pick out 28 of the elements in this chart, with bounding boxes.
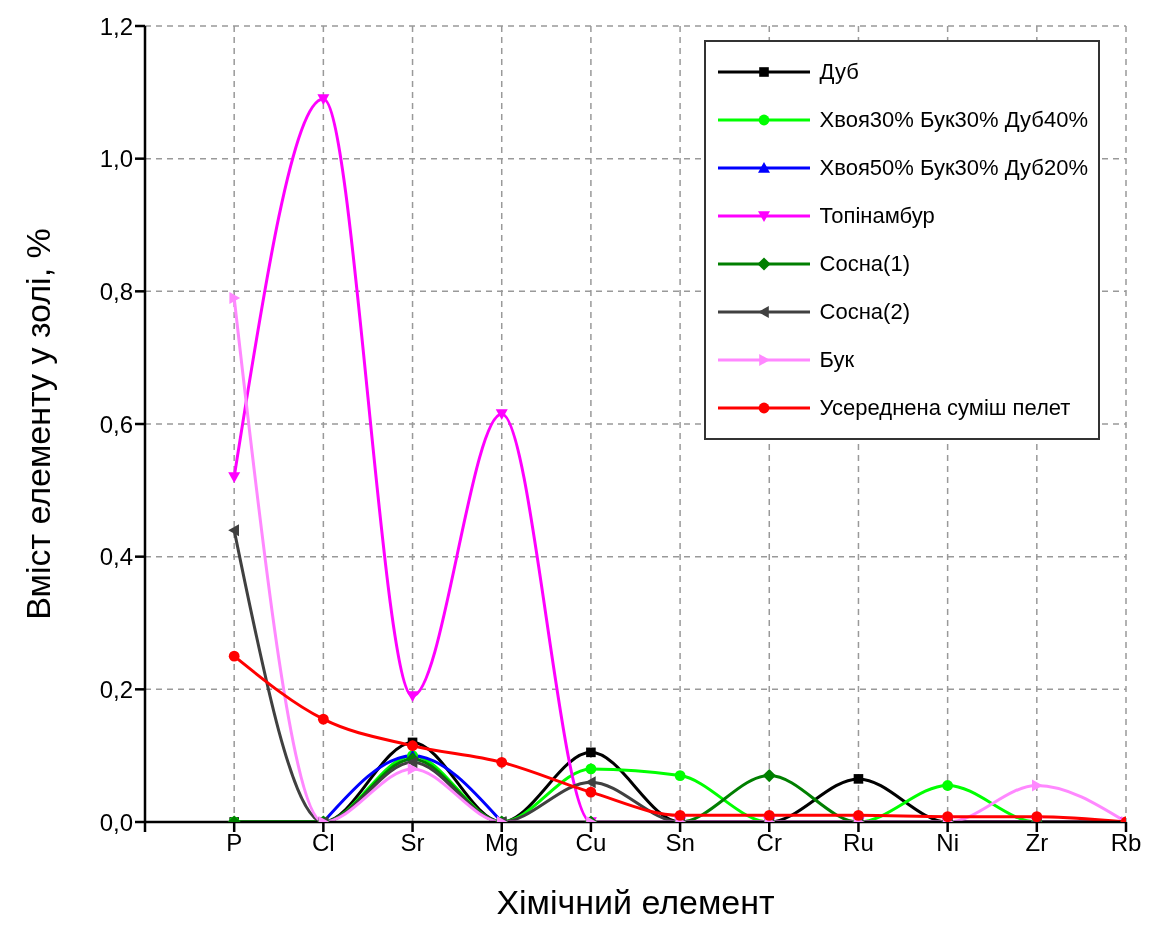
legend-label: Дуб <box>819 59 859 85</box>
y-tick-label: 0,4 <box>99 543 133 571</box>
y-tick-label: 0,8 <box>99 277 133 305</box>
legend-label: Топінамбур <box>819 203 935 229</box>
y-tick-label: 0,0 <box>99 808 133 836</box>
y-tick-label: 1,0 <box>99 145 133 173</box>
x-tick-label: Cu <box>575 829 607 857</box>
x-tick-label: Mg <box>485 829 519 857</box>
x-axis-title: Хімічний елемент <box>496 883 775 921</box>
legend-label: Сосна(1) <box>819 251 910 277</box>
legend-label: Усереднена суміш пелет <box>819 395 1071 421</box>
y-tick-label: 0,6 <box>99 410 133 438</box>
x-tick-label: P <box>226 829 243 857</box>
legend-label: Хвоя30% Бук30% Дуб40% <box>819 107 1088 133</box>
x-tick-label: Rb <box>1110 829 1142 857</box>
y-axis-title: Вміст елементу у золі, % <box>19 228 58 620</box>
legend-label: Сосна(2) <box>819 299 910 325</box>
x-tick-label: Cr <box>756 829 782 857</box>
y-tick-label: 0,2 <box>99 675 133 703</box>
x-tick-label: Sn <box>665 829 695 857</box>
x-tick-label: Cl <box>312 829 335 857</box>
legend-label: Хвоя50% Бук30% Дуб20% <box>819 155 1088 181</box>
x-tick-label: Sr <box>400 829 425 857</box>
x-tick-label: Zr <box>1025 829 1049 857</box>
x-tick-label: Ni <box>936 829 959 857</box>
x-tick-label: Ru <box>843 829 874 857</box>
legend-label: Бук <box>819 347 855 373</box>
y-tick-label: 1,2 <box>99 12 133 40</box>
